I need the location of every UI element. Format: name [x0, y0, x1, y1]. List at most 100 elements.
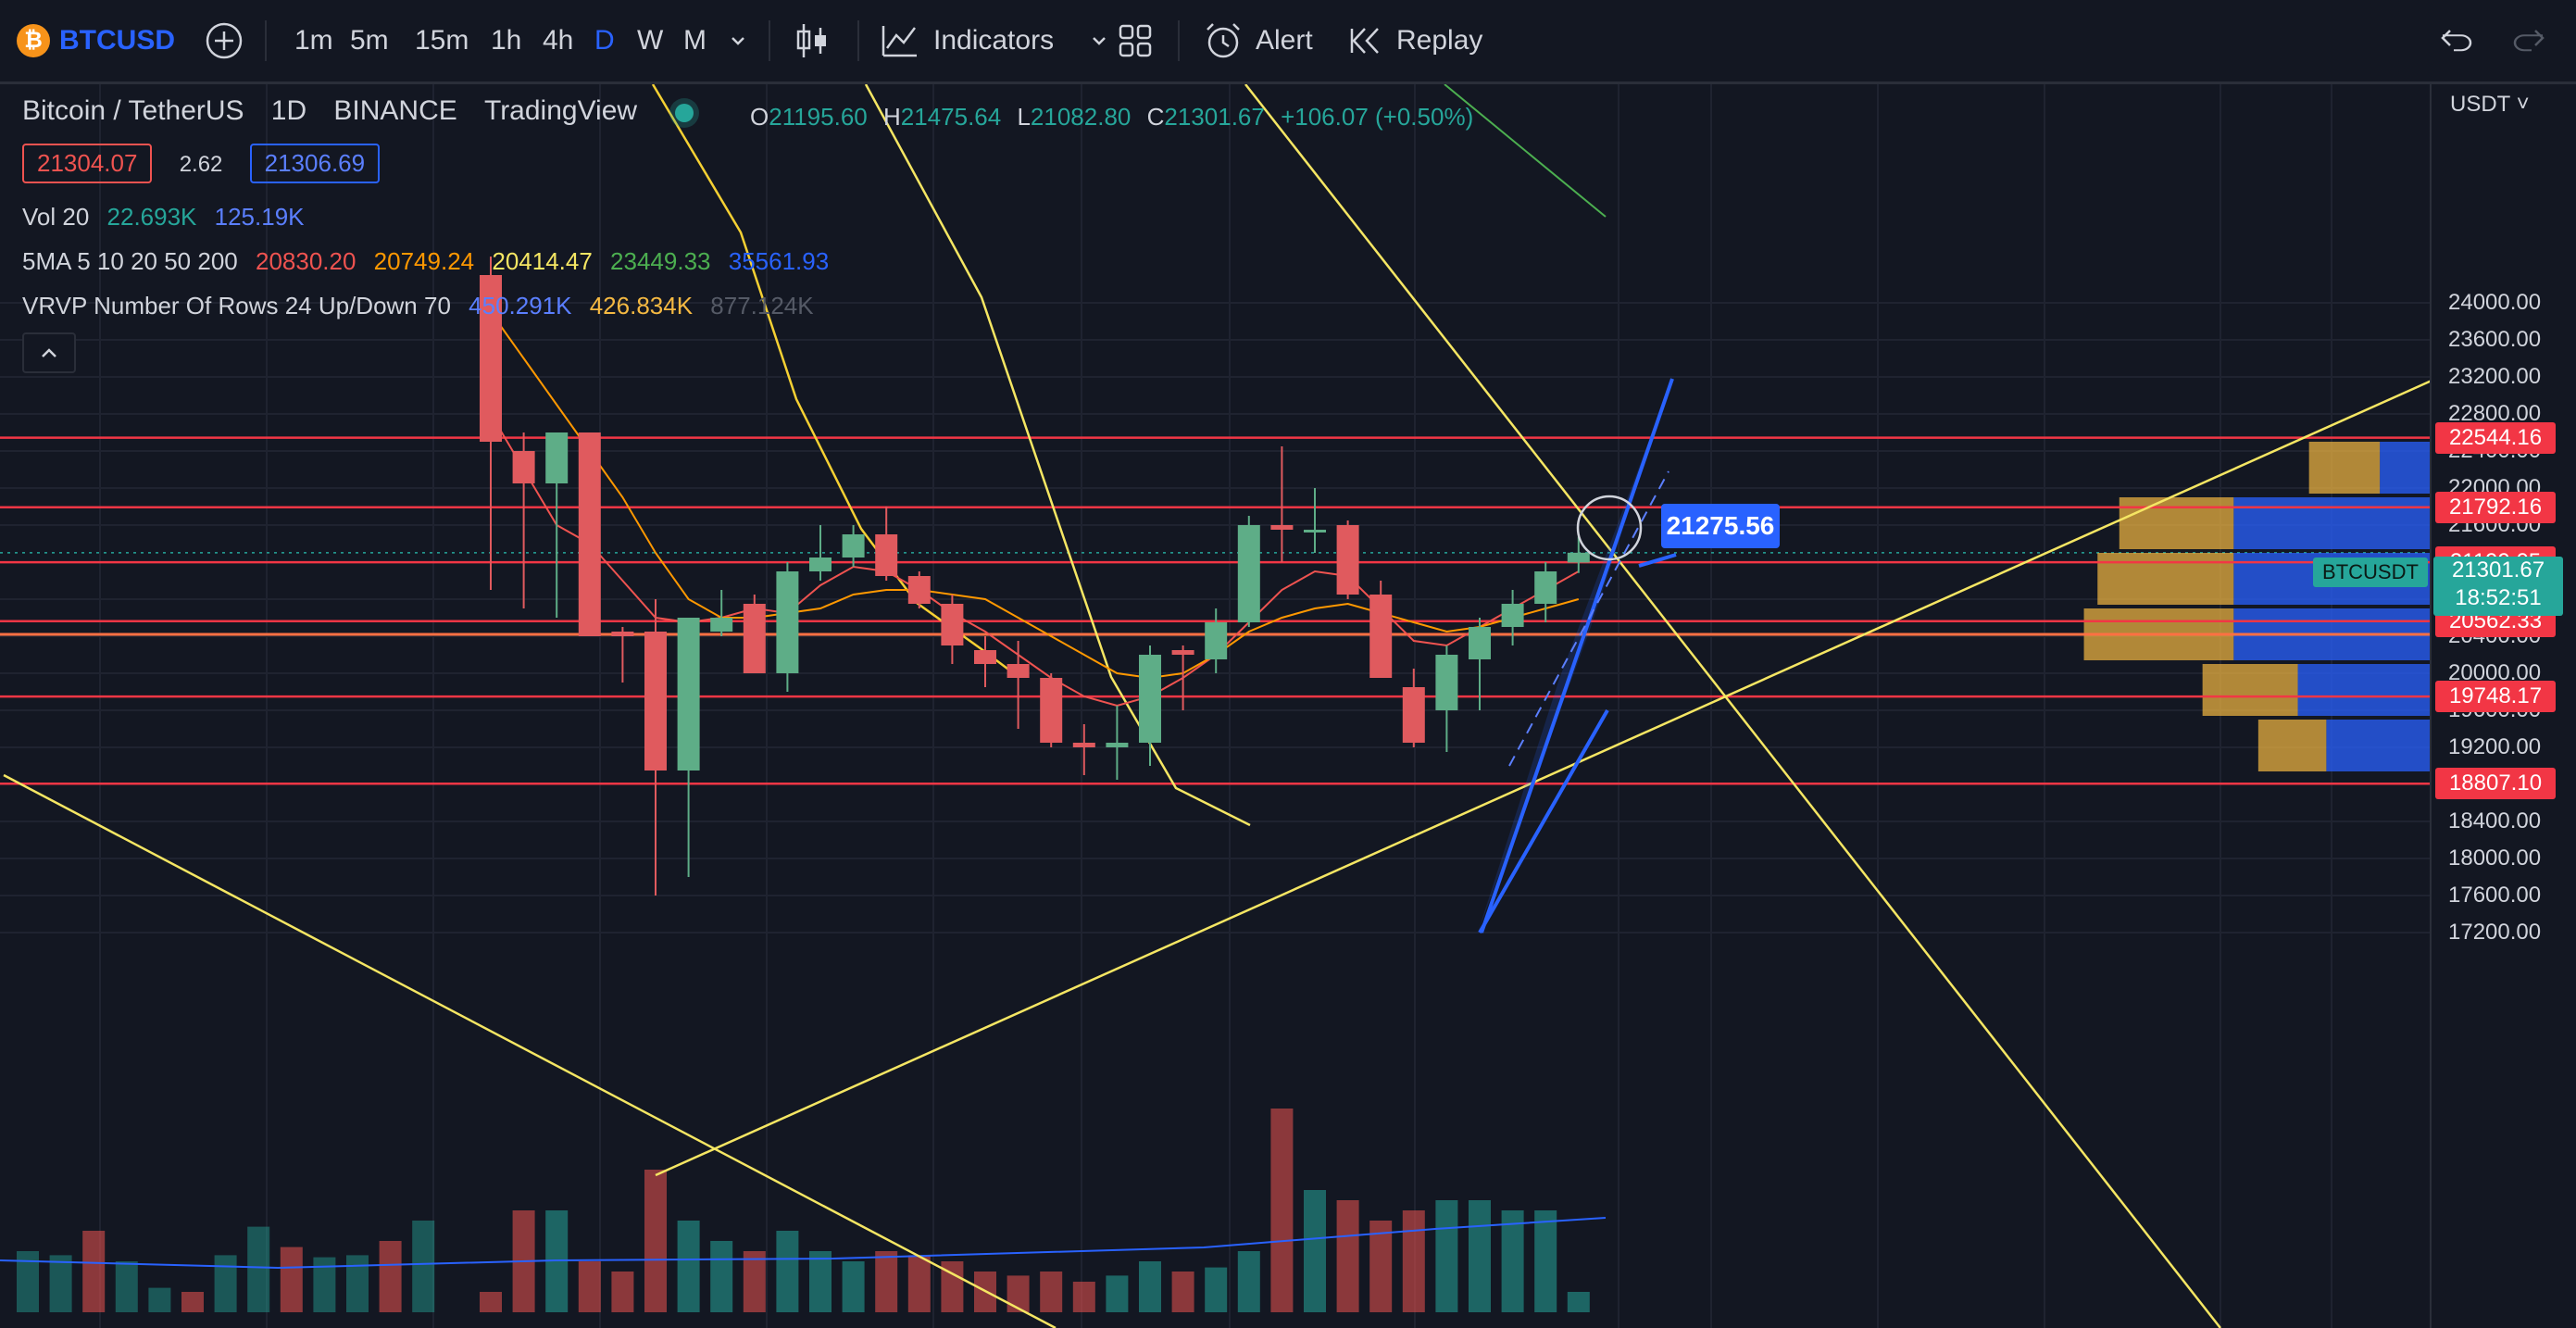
bid-price-box[interactable]: 21304.07 [22, 144, 153, 183]
volume-bar [1072, 1282, 1095, 1312]
volume-bar [1435, 1200, 1458, 1312]
candle-body[interactable] [842, 534, 865, 558]
interval-1m[interactable]: 1m [294, 25, 333, 56]
candle-body[interactable] [677, 618, 700, 770]
candle-body[interactable] [710, 618, 733, 632]
alert-button[interactable]: Alert [1202, 0, 1313, 81]
interval-5m[interactable]: 5m [350, 25, 389, 56]
channel-lower-edge[interactable] [1478, 709, 1609, 933]
trendline-yellow-curve-2[interactable] [864, 84, 1251, 827]
market-status-icon[interactable] [675, 104, 694, 123]
candle-body[interactable] [743, 604, 766, 673]
candle-body[interactable] [480, 275, 502, 442]
candle-body[interactable] [1270, 525, 1294, 530]
candle-body[interactable] [1336, 525, 1359, 595]
channel-midline[interactable] [1508, 470, 1669, 767]
volume-bar [1534, 1210, 1557, 1312]
trendline-yellow-curve[interactable] [651, 84, 1019, 678]
trendline-descending-left[interactable] [3, 773, 1057, 1328]
interval-4h[interactable]: 4h [543, 25, 574, 56]
trendline-ascending[interactable] [655, 379, 2432, 1177]
chevron-up-icon [42, 348, 56, 357]
candle-body[interactable] [875, 534, 898, 576]
ma-line-fast[interactable] [490, 413, 1580, 708]
candle-body[interactable] [512, 451, 535, 483]
candle-body[interactable] [1171, 650, 1194, 655]
candle-body[interactable] [974, 650, 996, 664]
candle-body[interactable] [1072, 743, 1095, 747]
undo-button[interactable] [2439, 0, 2476, 81]
candle-body[interactable] [1369, 595, 1393, 678]
level-price-label[interactable]: 19748.17 [2435, 681, 2556, 713]
interval-15m[interactable]: 15m [415, 25, 469, 56]
collapse-legend-button[interactable] [22, 332, 76, 373]
candle-body[interactable] [1402, 687, 1425, 743]
candle-body[interactable] [1139, 655, 1161, 743]
indicators-button[interactable]: Indicators [880, 0, 1109, 81]
candle-body[interactable] [1040, 678, 1063, 743]
volume-bar [875, 1251, 898, 1312]
vrvp-legend[interactable]: VRVP Number Of Rows 24 Up/Down 70 450.29… [22, 292, 814, 320]
volume-bar [1106, 1275, 1129, 1312]
current-price-tag[interactable]: 21301.67 18:52:51 [2433, 557, 2563, 616]
candle-body[interactable] [809, 558, 832, 571]
candle-body[interactable] [1567, 552, 1590, 563]
forecast-arrow-line[interactable] [1638, 553, 1677, 568]
level-price-label[interactable]: 21792.16 [2435, 491, 2556, 523]
layout-button[interactable] [1117, 0, 1154, 81]
volume-bar [1270, 1109, 1294, 1312]
level-price-label[interactable]: 22544.16 [2435, 421, 2556, 454]
candle-body[interactable] [1237, 525, 1260, 622]
chart-type-button[interactable] [793, 0, 830, 81]
vrvp-down-value: 426.834K [589, 292, 694, 319]
candle-body[interactable] [1304, 530, 1326, 532]
candle-body[interactable] [1534, 571, 1557, 604]
interval-W[interactable]: W [637, 25, 664, 56]
volume-ma-value: 125.19K [214, 203, 305, 231]
candle-body[interactable] [578, 432, 601, 636]
ma-line-slow[interactable] [490, 311, 1580, 680]
ohlc-c-label: C [1146, 103, 1165, 131]
candle-body[interactable] [1435, 655, 1458, 710]
candle-body[interactable] [941, 604, 964, 645]
redo-icon [2513, 30, 2545, 52]
ma-legend[interactable]: 5MA 5 10 20 50 200 20830.20 20749.24 204… [22, 247, 829, 276]
toolbar-divider [769, 20, 770, 61]
candle-body[interactable] [907, 576, 931, 604]
price-annotation[interactable]: 21275.56 [1661, 504, 1780, 548]
candle-body[interactable] [611, 632, 634, 636]
interval-1h[interactable]: 1h [491, 25, 522, 56]
candle-body[interactable] [1469, 627, 1491, 659]
ask-price-box[interactable]: 21306.69 [249, 144, 381, 183]
candle-body[interactable] [1106, 743, 1129, 747]
volume-bar [49, 1255, 72, 1312]
volume-bar [1501, 1210, 1524, 1312]
candle-body[interactable] [1007, 664, 1030, 678]
candle-body[interactable] [1205, 622, 1228, 659]
currency-selector[interactable]: USDT ˅ [2450, 92, 2530, 118]
interval-M[interactable]: M [683, 25, 707, 56]
replay-button[interactable]: Replay [1348, 0, 1482, 81]
chart-canvas[interactable] [0, 84, 2576, 1328]
chart-area[interactable]: 21275.56 Bitcoin / TetherUS 1D BINANCE T… [0, 84, 2576, 1328]
legend-title[interactable]: Bitcoin / TetherUS [22, 95, 244, 126]
interval-dropdown[interactable] [728, 0, 748, 81]
candle-body[interactable] [545, 432, 569, 483]
interval-D[interactable]: D [594, 25, 615, 56]
channel-upper-line[interactable] [1480, 378, 1674, 933]
volume-bar [677, 1221, 700, 1312]
add-symbol-button[interactable] [204, 0, 244, 81]
vrvp-total-value: 877.124K [710, 292, 814, 319]
candle-body[interactable] [1501, 604, 1524, 627]
candle-body[interactable] [776, 571, 799, 673]
symbol-search[interactable]: ₿ BTCUSD [17, 0, 175, 81]
volume-legend[interactable]: Vol 20 22.693K 125.19K [22, 203, 305, 232]
level-price-label[interactable]: 18807.10 [2435, 768, 2556, 800]
trendline-green[interactable] [1444, 84, 1607, 218]
highlight-circle[interactable] [1576, 495, 1643, 561]
trendline-descending-right[interactable] [1244, 84, 2221, 1328]
chevron-down-icon: ˅ [2509, 92, 2530, 117]
redo-button[interactable] [2509, 0, 2546, 81]
bitcoin-icon: ₿ [17, 24, 50, 57]
candle-body[interactable] [644, 632, 667, 770]
